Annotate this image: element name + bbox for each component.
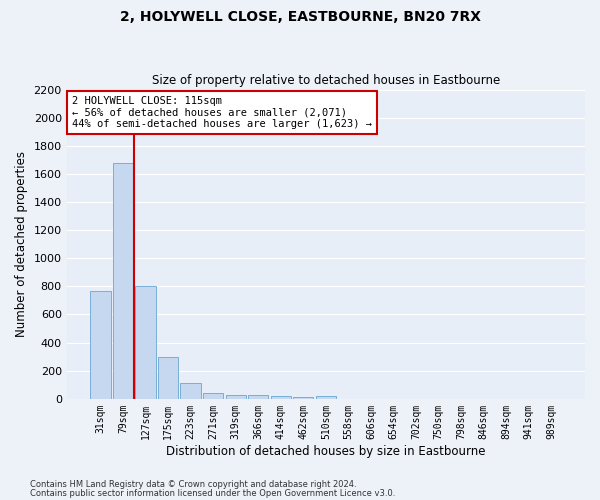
- Text: Contains public sector information licensed under the Open Government Licence v3: Contains public sector information licen…: [30, 489, 395, 498]
- Bar: [136, 286, 155, 399]
- Y-axis label: Number of detached properties: Number of detached properties: [15, 151, 28, 337]
- Bar: [248, 396, 268, 399]
- X-axis label: Distribution of detached houses by size in Eastbourne: Distribution of detached houses by size …: [166, 444, 485, 458]
- Bar: [226, 394, 246, 399]
- Bar: [203, 392, 223, 399]
- Bar: [293, 396, 313, 399]
- Bar: [90, 290, 110, 399]
- Title: Size of property relative to detached houses in Eastbourne: Size of property relative to detached ho…: [152, 74, 500, 87]
- Bar: [316, 396, 336, 399]
- Bar: [181, 384, 201, 399]
- Text: 2 HOLYWELL CLOSE: 115sqm
← 56% of detached houses are smaller (2,071)
44% of sem: 2 HOLYWELL CLOSE: 115sqm ← 56% of detach…: [72, 96, 372, 129]
- Text: 2, HOLYWELL CLOSE, EASTBOURNE, BN20 7RX: 2, HOLYWELL CLOSE, EASTBOURNE, BN20 7RX: [119, 10, 481, 24]
- Text: Contains HM Land Registry data © Crown copyright and database right 2024.: Contains HM Land Registry data © Crown c…: [30, 480, 356, 489]
- Bar: [158, 356, 178, 399]
- Bar: [113, 162, 133, 399]
- Bar: [271, 396, 291, 399]
